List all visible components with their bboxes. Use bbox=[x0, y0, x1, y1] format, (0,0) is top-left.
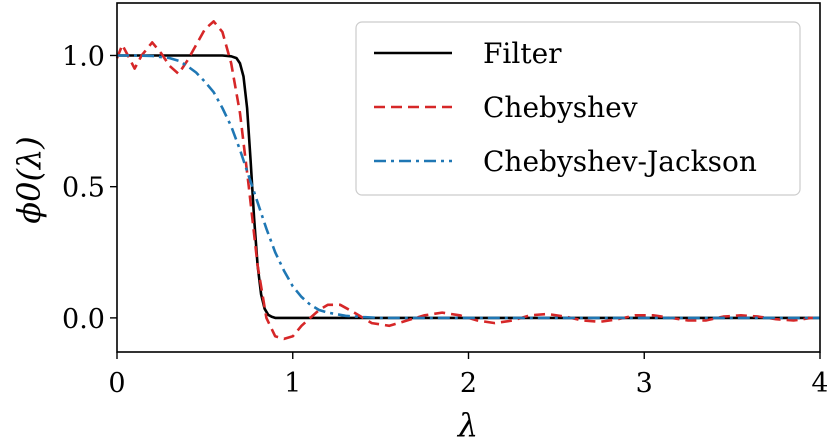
x-tick-label: 1 bbox=[284, 368, 301, 399]
y-axis-ticks: 0.0 0.5 1.0 bbox=[62, 41, 117, 335]
y-tick-label: 1.0 bbox=[62, 41, 105, 72]
series-lines bbox=[115, 20, 820, 341]
x-axis-ticks: 0 1 2 3 4 bbox=[108, 352, 827, 399]
x-tick-label: 3 bbox=[636, 368, 653, 399]
x-tick-label: 2 bbox=[460, 368, 477, 399]
x-tick-label: 4 bbox=[811, 368, 827, 399]
legend: Filter Chebyshev Chebyshev-Jackson bbox=[355, 21, 801, 196]
legend-label-1: Filter bbox=[483, 37, 562, 70]
series-line-3 bbox=[117, 54, 820, 320]
x-axis-label: λ bbox=[456, 406, 478, 442]
y-tick-label: 0.0 bbox=[62, 304, 105, 335]
legend-label-3: Chebyshev-Jackson bbox=[483, 145, 757, 178]
series-line-1 bbox=[117, 54, 820, 320]
legend-label-2: Chebyshev bbox=[483, 91, 638, 124]
legend-box bbox=[355, 21, 801, 196]
x-tick-label: 0 bbox=[108, 368, 125, 399]
y-tick-label: 0.5 bbox=[62, 173, 105, 204]
y-axis-label: ϕ0(λ) bbox=[10, 136, 48, 223]
